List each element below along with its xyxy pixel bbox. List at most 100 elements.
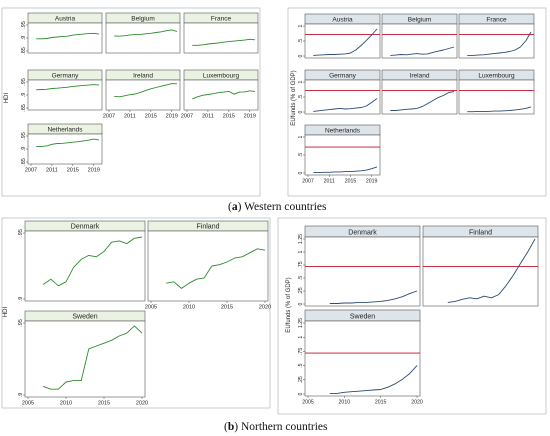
west_hdi-point-belgium-2015 xyxy=(150,33,151,34)
north_hdi-point-finland-2012 xyxy=(204,277,205,278)
north_hdi-point-finland-2011 xyxy=(196,279,197,280)
west_funds-point-belgium-2010 xyxy=(400,54,401,55)
north_funds-panel-title-sweden: Sweden xyxy=(350,313,375,320)
north_hdi-point-finland-2015 xyxy=(226,261,227,262)
west_funds-point-luxembourg-2015 xyxy=(504,110,505,111)
west_hdi-point-belgium-2009 xyxy=(119,36,120,37)
west_funds-ytick-label-netherlands-1: .5 xyxy=(298,153,304,157)
west_funds-point-ireland-2011 xyxy=(406,109,407,110)
north_funds-point-finland-2017 xyxy=(513,275,514,276)
west_hdi-point-netherlands-2019 xyxy=(93,139,94,140)
north_hdi-point-sweden-2008 xyxy=(50,389,51,390)
west_funds-panel-plot-netherlands xyxy=(304,134,381,176)
west_funds-point-luxembourg-2012 xyxy=(488,111,489,112)
west_hdi-point-austria-2019 xyxy=(93,33,94,34)
west_funds-panel-title-belgium: Belgium xyxy=(408,16,431,23)
west_hdi-ytick-label-germany-0: .85 xyxy=(21,104,27,112)
north_hdi-point-finland-2008 xyxy=(173,281,174,282)
west_funds-point-austria-2018 xyxy=(366,40,367,41)
west_funds-point-netherlands-2012 xyxy=(334,171,335,172)
north_funds-point-sweden-2012 xyxy=(358,391,359,392)
north_hdi-xtick-label-sweden-3: 2020 xyxy=(136,401,148,407)
west_hdi-point-austria-2010 xyxy=(46,38,47,39)
west_hdi-point-france-2013 xyxy=(218,42,219,43)
west_funds-point-austria-2020 xyxy=(376,28,377,29)
north_hdi-point-sweden-2012 xyxy=(81,380,82,381)
north_funds-point-sweden-2010 xyxy=(344,392,345,393)
north_hdi-point-finland-2020 xyxy=(264,250,265,251)
west_hdi-point-belgium-2018 xyxy=(166,30,167,31)
west_hdi-series-line-netherlands xyxy=(36,138,100,147)
west_funds-point-belgium-2020 xyxy=(453,46,454,47)
north_hdi-panel-plot-finland xyxy=(147,230,269,302)
west_funds-point-ireland-2017 xyxy=(438,97,439,98)
north_funds-point-sweden-2016 xyxy=(387,387,388,388)
west_hdi-point-france-2010 xyxy=(202,44,203,45)
north_funds-point-finland-2020 xyxy=(534,238,535,239)
north_hdi-point-sweden-2010 xyxy=(65,381,66,382)
west_funds-panel-title-ireland: Ireland xyxy=(410,72,430,79)
west_funds-panel-title-luxembourg: Luxembourg xyxy=(478,72,515,79)
west_hdi-point-austria-2012 xyxy=(57,36,58,37)
north_funds-xtick-label-sweden-1: 2010 xyxy=(339,400,351,406)
north_hdi-panel-plot-denmark xyxy=(24,230,146,302)
west_hdi-ylabel: HDI xyxy=(4,93,10,104)
west_funds-point-austria-2012 xyxy=(334,54,335,55)
west_hdi-ytick-label-germany-2: .95 xyxy=(21,78,27,86)
west_hdi-point-germany-2018 xyxy=(88,85,89,86)
west_funds-point-germany-2010 xyxy=(323,110,324,111)
north_hdi-ytick-label-denmark-1: .95 xyxy=(18,229,24,237)
west_funds-point-netherlands-2016 xyxy=(355,171,356,172)
west_funds-point-ireland-2013 xyxy=(416,108,417,109)
west_funds-panel-title-austria: Austria xyxy=(332,16,353,23)
west_hdi-ytick-label-netherlands-0: .85 xyxy=(21,158,27,166)
west_funds-point-netherlands-2018 xyxy=(366,170,367,171)
west_funds-point-ireland-2015 xyxy=(427,103,428,104)
west_funds-point-austria-2019 xyxy=(371,34,372,35)
west_funds-point-luxembourg-2016 xyxy=(509,110,510,111)
west_hdi-xtick-label-luxembourg-0: 2007 xyxy=(181,114,193,120)
west_funds-panel-plot-belgium xyxy=(381,23,458,59)
north_funds-xtick-label-sweden-0: 2005 xyxy=(302,400,314,406)
west_hdi-point-belgium-2010 xyxy=(124,35,125,36)
west_hdi-point-austria-2013 xyxy=(62,36,63,37)
north_funds-ytick-label-sweden-5: 1.25 xyxy=(298,318,304,328)
north_funds-series-line-finland xyxy=(447,238,536,303)
north_hdi-point-sweden-2011 xyxy=(73,380,74,381)
west_funds-panel-plot-ireland xyxy=(381,79,458,115)
west_funds-point-germany-2008 xyxy=(313,111,314,112)
west_funds-point-luxembourg-2014 xyxy=(499,111,500,112)
west_hdi-point-luxembourg-2012 xyxy=(213,93,214,94)
north_hdi-series-line-denmark xyxy=(42,236,143,287)
west_hdi-point-germany-2009 xyxy=(41,89,42,90)
west_funds-point-netherlands-2009 xyxy=(318,172,319,173)
west_hdi-series-line-belgium xyxy=(114,29,178,37)
north_funds-ytick-label-sweden-2: .5 xyxy=(298,363,304,367)
west_hdi-panel-plot-belgium xyxy=(105,22,181,54)
west_funds-point-belgium-2009 xyxy=(395,55,396,56)
west_funds-point-netherlands-2008 xyxy=(313,172,314,173)
west_hdi-point-ireland-2013 xyxy=(140,92,141,93)
west_hdi-series-line-france xyxy=(192,38,256,46)
north_funds-point-denmark-2020 xyxy=(416,290,417,291)
west_hdi-point-netherlands-2016 xyxy=(78,141,79,142)
west_funds-ytick-label-austria-0: 0 xyxy=(298,54,304,57)
caption-western: (a) Western countries xyxy=(228,201,327,213)
west_funds-point-austria-2017 xyxy=(361,45,362,46)
west_hdi-series-line-austria xyxy=(36,32,100,40)
north_funds-ytick-label-denmark-1: .25 xyxy=(298,287,304,294)
west_hdi-xtick-label-ireland-1: 2011 xyxy=(124,114,136,120)
north_hdi-point-denmark-2017 xyxy=(119,240,120,241)
west_hdi-point-belgium-2019 xyxy=(171,29,172,30)
west_hdi-point-ireland-2017 xyxy=(161,86,162,87)
west_funds-point-germany-2012 xyxy=(334,108,335,109)
west_funds-point-austria-2011 xyxy=(329,54,330,55)
west_hdi-point-belgium-2008 xyxy=(114,35,115,36)
north_funds-point-sweden-2020 xyxy=(416,365,417,366)
west_funds-point-ireland-2020 xyxy=(453,91,454,92)
west_hdi-point-netherlands-2018 xyxy=(88,140,89,141)
west_funds-point-belgium-2008 xyxy=(390,55,391,56)
west_hdi-xtick-label-luxembourg-2: 2015 xyxy=(223,114,235,120)
west_hdi-point-luxembourg-2018 xyxy=(244,91,245,92)
west_hdi-xtick-label-luxembourg-3: 2019 xyxy=(244,114,256,120)
